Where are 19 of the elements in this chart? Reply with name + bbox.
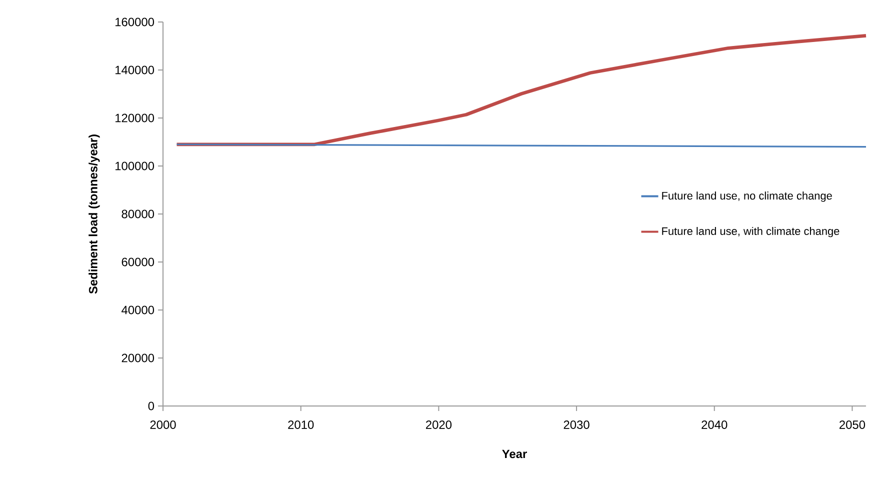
y-tick-label: 160000 <box>116 18 154 26</box>
x-tick-label: 2050 <box>840 420 866 429</box>
legend-label: Future land use, with climate change <box>662 226 840 238</box>
x-tick-label: 2010 <box>288 420 314 429</box>
legend-label: Future land use, no climate change <box>662 192 832 202</box>
x-axis-title: Year <box>502 450 527 458</box>
y-tick-label: 0 <box>148 402 154 410</box>
y-tick-label: 80000 <box>122 210 154 218</box>
y-axis-title: Sediment load (tonnes/year) <box>88 134 100 294</box>
y-tick-label: 120000 <box>116 114 154 122</box>
y-tick-label: 20000 <box>122 354 154 362</box>
x-tick-label: 2040 <box>702 420 728 429</box>
x-tick-label: 2000 <box>150 420 176 429</box>
y-tick-label: 60000 <box>122 258 154 266</box>
x-tick-label: 2030 <box>564 420 590 429</box>
y-tick-label: 140000 <box>116 66 154 74</box>
y-tick-label: 100000 <box>116 162 154 170</box>
y-tick-label: 40000 <box>122 306 154 314</box>
x-tick-label: 2020 <box>426 420 452 429</box>
